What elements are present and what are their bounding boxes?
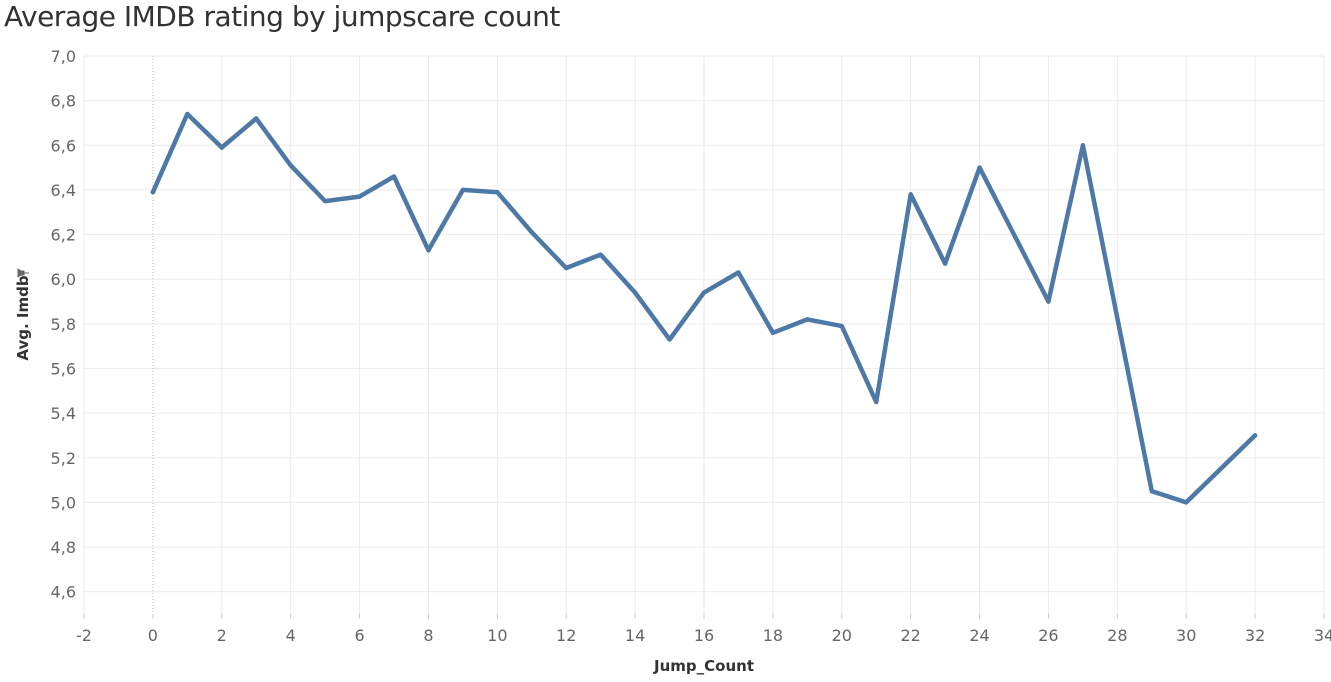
y-axis-ticks: 4,6 4,8 5,0 5,2 5,4 5,6 5,8 6,0 6,2 6,4 6,6 6,8 7,0 [51,47,76,602]
x-tick-label: 14 [625,626,645,645]
y-tick-label: 7,0 [51,47,76,66]
x-tick-label: 4 [286,626,296,645]
data-point[interactable] [529,230,534,235]
data-point[interactable] [219,145,224,150]
y-axis-title: Avg. Imdb [14,275,32,360]
data-point[interactable] [288,163,293,168]
data-point[interactable] [632,290,638,295]
data-point[interactable] [460,187,466,193]
y-tick-label: 6,8 [51,92,76,111]
x-tick-label: 18 [763,626,783,645]
x-tick-label: 20 [832,626,852,645]
data-point[interactable] [942,261,948,266]
y-tick-label: 6,0 [51,270,76,289]
x-tick-label: 0 [148,626,158,645]
x-axis-ticks: -2 0 2 4 6 8 10 12 14 16 18 20 22 24 26 28 30 32 34 [76,614,1331,645]
data-point[interactable] [908,192,913,197]
x-axis-title: Jump_Count [653,657,754,675]
data-point[interactable] [977,165,982,170]
data-point[interactable] [495,189,500,195]
y-tick-label: 5,8 [51,315,76,334]
data-point[interactable] [701,290,707,295]
x-tick-label: 32 [1245,626,1265,645]
data-point[interactable] [391,174,397,179]
pin-icon[interactable] [17,268,29,278]
data-point[interactable] [598,252,603,257]
data-point[interactable] [667,337,672,342]
data-point[interactable] [564,265,569,271]
x-tick-label: 22 [900,626,920,645]
data-point[interactable] [1046,299,1051,304]
x-tick-label: 16 [694,626,714,645]
x-tick-label: 34 [1314,626,1331,645]
y-tick-label: 6,2 [51,226,76,245]
y-tick-label: 5,4 [51,404,76,423]
grid-lines [83,55,1325,614]
y-tick-label: 5,2 [51,449,76,468]
data-point[interactable] [426,247,431,253]
x-tick-label: 6 [354,626,364,645]
y-tick-label: 5,0 [51,493,76,512]
data-point[interactable] [1252,433,1258,438]
x-tick-label: 2 [217,626,227,645]
chart-title: Average IMDB rating by jumpscare count [4,0,560,33]
x-tick-label: 30 [1176,626,1196,645]
y-tick-label: 6,4 [51,181,76,200]
data-point[interactable] [805,317,810,322]
data-point[interactable] [185,111,190,117]
data-point[interactable] [736,270,741,275]
y-tick-label: 4,6 [51,583,76,602]
x-tick-label: 10 [487,626,507,645]
x-tick-label: -2 [76,626,92,645]
series-line-group [150,111,1258,505]
data-point[interactable] [1184,500,1189,505]
data-point[interactable] [254,116,259,121]
y-tick-label: 6,6 [51,136,76,155]
y-tick-label: 5,6 [51,359,76,378]
y-tick-label: 4,8 [51,538,76,557]
data-point[interactable] [1080,143,1086,148]
data-point[interactable] [322,198,328,204]
data-point[interactable] [150,189,156,195]
x-tick-label: 8 [423,626,433,645]
data-point[interactable] [874,399,879,405]
x-tick-label: 28 [1107,626,1127,645]
series-line[interactable] [150,111,1258,505]
data-point[interactable] [770,330,776,335]
data-point[interactable] [1149,489,1154,494]
data-point[interactable] [839,323,844,329]
x-tick-label: 12 [556,626,576,645]
data-point[interactable] [357,194,362,199]
x-tick-label: 24 [969,626,989,645]
x-tick-label: 26 [1038,626,1058,645]
